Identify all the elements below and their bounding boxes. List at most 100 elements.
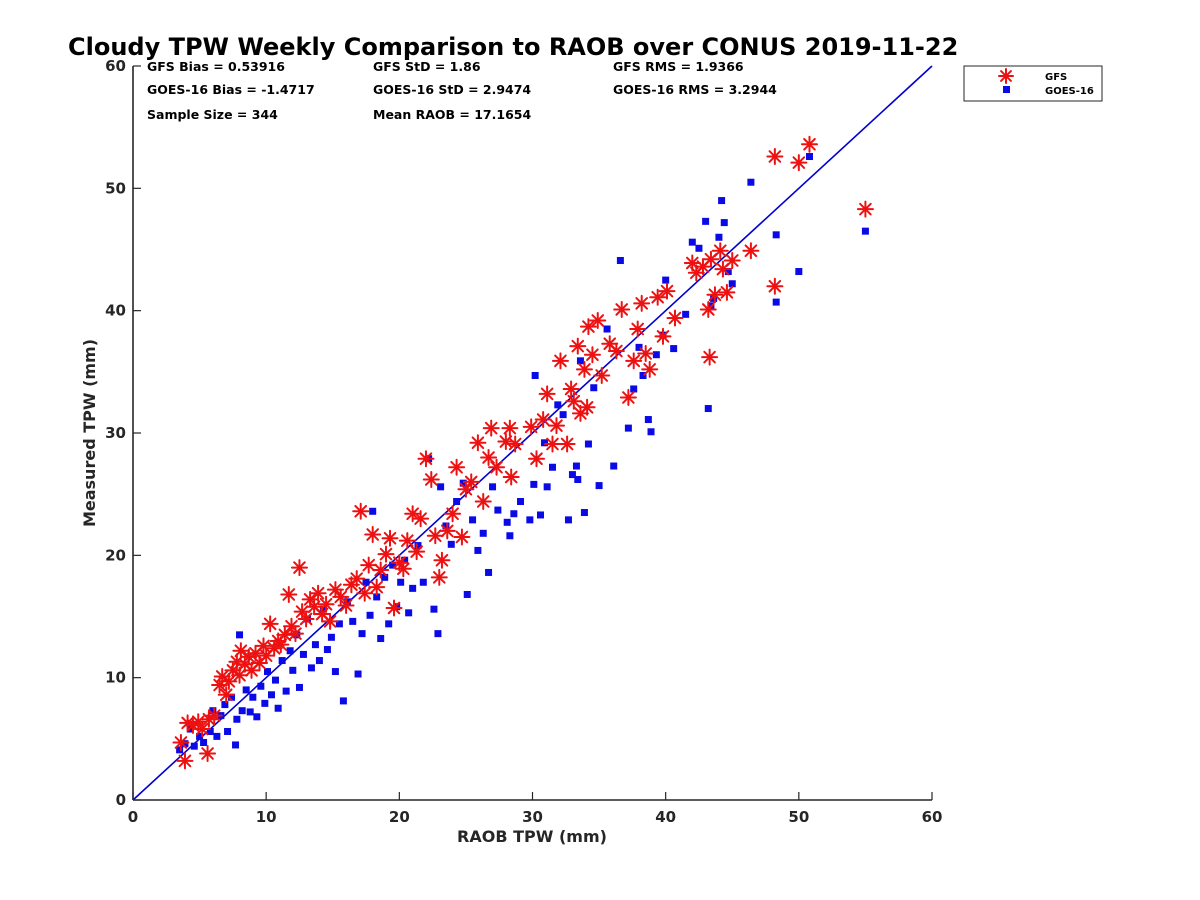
- stat-sample-size: Sample Size = 344: [147, 107, 278, 122]
- goes16-point: [559, 411, 567, 419]
- goes16-point: [580, 509, 588, 517]
- x-tick-label: 0: [128, 808, 138, 826]
- goes16-point: [278, 657, 286, 665]
- goes16-point: [271, 676, 279, 684]
- gfs-point: [297, 610, 315, 628]
- goes16-point: [233, 715, 241, 723]
- goes16-point: [381, 573, 389, 581]
- x-tick-label: 60: [922, 808, 943, 826]
- goes16-point: [576, 357, 584, 365]
- gfs-point: [625, 352, 643, 370]
- goes16-point: [228, 693, 236, 701]
- gfs-point: [368, 578, 386, 596]
- goes16-point: [447, 540, 455, 548]
- gfs-point: [701, 348, 719, 366]
- goes16-point: [362, 578, 370, 586]
- gfs-point: [394, 560, 412, 578]
- goes16-point: [572, 462, 580, 470]
- goes16-point: [196, 732, 204, 740]
- gfs-point: [482, 419, 500, 437]
- gfs-point: [261, 615, 279, 633]
- goes16-point: [494, 506, 502, 514]
- gfs-point: [619, 389, 637, 407]
- goes16-point: [181, 740, 189, 748]
- goes16-point: [385, 620, 393, 628]
- goes16-point: [409, 584, 417, 592]
- goes16-point: [267, 691, 275, 699]
- gfs-point: [372, 561, 390, 579]
- gfs-point: [217, 686, 235, 704]
- gfs-point: [766, 277, 784, 295]
- goes16-point: [647, 428, 655, 436]
- goes16-point: [670, 345, 678, 353]
- legend-box: [963, 65, 1103, 102]
- goes16-point: [319, 605, 327, 613]
- gfs-point: [280, 585, 298, 603]
- gfs-point: [462, 473, 480, 491]
- stats-block: GFS Bias = 0.53916 GFS StD = 1.86 GFS RM…: [147, 59, 777, 122]
- goes16-point: [531, 372, 539, 379]
- goes16-point: [652, 351, 660, 359]
- x-tick-label: 30: [522, 808, 543, 826]
- x-axis-label: RAOB TPW (mm): [457, 827, 607, 846]
- goes16-point: [232, 741, 240, 749]
- goes16-point: [209, 707, 217, 715]
- gfs-point: [332, 588, 350, 606]
- gfs-point: [589, 311, 607, 329]
- goes16-point: [389, 561, 397, 569]
- goes16-point: [540, 439, 548, 447]
- goes16-point: [554, 401, 562, 409]
- y-tick-label: 60: [105, 57, 126, 75]
- goes16-point: [517, 498, 525, 506]
- x-tick-label: 20: [389, 808, 410, 826]
- goes16-point: [459, 479, 467, 487]
- gfs-point: [607, 342, 625, 360]
- gfs-point: [766, 148, 784, 166]
- goes16-point: [805, 153, 813, 161]
- goes16-point: [616, 257, 624, 265]
- goes16-point: [485, 568, 493, 576]
- goes16-point: [720, 219, 728, 227]
- goes16-point: [747, 178, 755, 186]
- goes16-point: [772, 231, 780, 239]
- gfs-point: [422, 470, 440, 488]
- gfs-point: [723, 252, 741, 270]
- goes16-point: [718, 197, 726, 205]
- legend: GFS GOES-16: [963, 65, 1103, 102]
- goes16-point: [489, 483, 497, 491]
- y-tick-label: 20: [105, 546, 126, 564]
- goes16-point: [377, 635, 385, 643]
- legend-gfs-label: GFS: [1045, 72, 1067, 83]
- gfs-point: [430, 568, 448, 586]
- legend-goes16-label: GOES-16: [1045, 86, 1094, 97]
- gfs-point: [385, 599, 403, 617]
- goes16-point: [238, 707, 246, 715]
- gfs-point: [742, 242, 760, 260]
- goes16-point: [286, 647, 294, 655]
- gfs-point: [480, 448, 498, 466]
- goes16-point: [595, 482, 603, 490]
- gfs-point: [276, 626, 294, 644]
- goes16-point: [437, 483, 445, 491]
- gfs-point: [317, 595, 335, 613]
- stat-gfs-std: GFS StD = 1.86: [373, 59, 481, 74]
- goes16-point: [543, 483, 551, 491]
- gfs-point: [457, 480, 475, 498]
- goes16-point: [635, 343, 643, 351]
- goes16-point: [506, 532, 514, 540]
- gfs-point: [474, 493, 492, 511]
- gfs-point: [565, 392, 583, 410]
- gfs-point: [408, 543, 426, 561]
- gfs-point: [286, 625, 304, 643]
- goes16-point: [610, 462, 618, 470]
- goes16-point: [369, 507, 377, 515]
- goes16-point: [343, 598, 351, 606]
- gfs-point: [255, 637, 272, 655]
- goes16-point: [548, 463, 556, 471]
- gfs-point: [232, 642, 250, 660]
- one-to-one-line-layer: [132, 65, 933, 801]
- gfs-point: [543, 435, 561, 453]
- goes16-point: [526, 516, 534, 524]
- goes16-point: [393, 603, 401, 611]
